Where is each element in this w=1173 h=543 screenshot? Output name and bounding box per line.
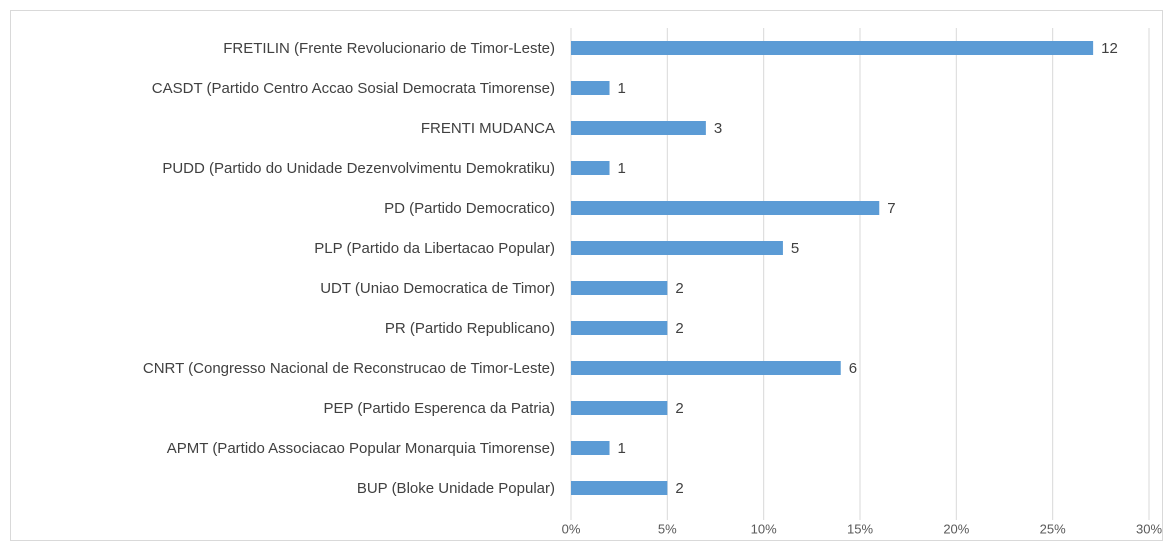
data-label: 2: [675, 400, 683, 417]
x-tick-label: 0%: [562, 521, 581, 536]
y-tick-label: FRETILIN (Frente Revolucionario de Timor…: [223, 40, 555, 57]
x-tick-label: 15%: [847, 521, 873, 536]
x-tick-label: 10%: [751, 521, 777, 536]
data-label: 12: [1101, 40, 1118, 57]
y-tick-label: CASDT (Partido Centro Accao Sosial Democ…: [152, 80, 555, 97]
bar: [571, 201, 880, 215]
bar: [571, 401, 668, 415]
bar: [571, 41, 1094, 55]
y-tick-label: BUP (Bloke Unidade Popular): [357, 480, 555, 497]
data-label: 2: [675, 280, 683, 297]
y-tick-label: PLP (Partido da Libertacao Popular): [314, 240, 555, 257]
data-label: 1: [618, 80, 626, 97]
y-tick-label: UDT (Uniao Democratica de Timor): [320, 280, 555, 297]
data-label: 5: [791, 240, 799, 257]
y-tick-label: PD (Partido Democratico): [384, 200, 555, 217]
x-tick-label: 30%: [1136, 521, 1162, 536]
y-tick-label: CNRT (Congresso Nacional de Reconstrucao…: [143, 360, 555, 377]
y-tick-label: PR (Partido Republicano): [385, 320, 555, 337]
y-tick-label: PEP (Partido Esperenca da Patria): [323, 400, 555, 417]
data-label: 1: [618, 160, 626, 177]
y-tick-label: APMT (Partido Associacao Popular Monarqu…: [167, 440, 555, 457]
bar: [571, 81, 610, 95]
data-label: 3: [714, 120, 722, 137]
x-tick-label: 25%: [1040, 521, 1066, 536]
bar: [571, 441, 610, 455]
y-tick-label: FRENTI MUDANCA: [421, 120, 555, 137]
bar: [571, 121, 706, 135]
data-label: 2: [675, 480, 683, 497]
bar: [571, 481, 668, 495]
data-label: 1: [618, 440, 626, 457]
data-label: 6: [849, 360, 857, 377]
bar: [571, 321, 668, 335]
bar: [571, 281, 668, 295]
bar: [571, 241, 783, 255]
x-tick-label: 5%: [658, 521, 677, 536]
data-label: 7: [887, 200, 895, 217]
data-label: 2: [675, 320, 683, 337]
bar: [571, 361, 841, 375]
x-tick-label: 20%: [943, 521, 969, 536]
y-tick-label: PUDD (Partido do Unidade Dezenvolvimentu…: [162, 160, 555, 177]
bar: [571, 161, 610, 175]
